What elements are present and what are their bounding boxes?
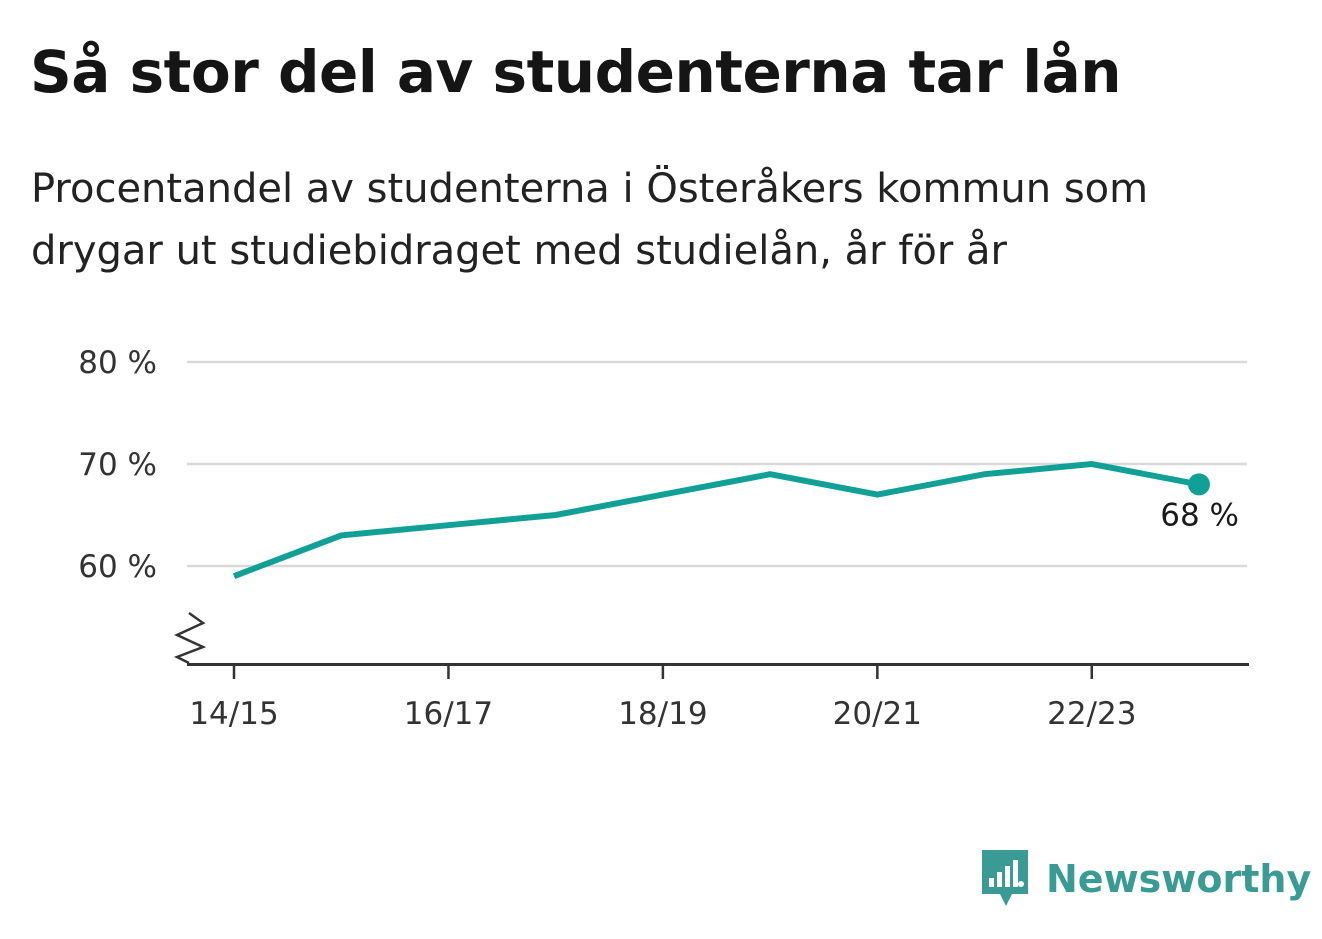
x-axis-ticks (232, 664, 1094, 679)
end-value-label: 68 % (1160, 497, 1239, 533)
brand-name: Newsworthy (1046, 857, 1312, 901)
x-tick-label: 20/21 (833, 696, 922, 732)
newsworthy-brand: Newsworthy (980, 848, 1311, 910)
series-layer (232, 460, 1200, 580)
axis-break-icon (173, 611, 207, 665)
x-tick-label: 16/17 (404, 696, 493, 732)
series-line (232, 460, 1200, 580)
end-point-marker (1188, 473, 1210, 496)
chart-subtitle: Procentandel av studenterna i Österåkers… (31, 166, 1149, 274)
x-tick-label: 18/19 (618, 696, 707, 732)
chart-title: Så stor del av studenterna tar lån (30, 38, 1122, 106)
line-chart: 60 % 70 % 80 % 14/15 16/17 18/19 20/21 22/23 6… (78, 345, 1249, 732)
x-tick-label: 22/23 (1047, 696, 1136, 732)
end-point-layer: 68 % (1160, 473, 1239, 533)
y-tick-label: 70 % (78, 447, 157, 483)
y-tick-label: 60 % (78, 549, 157, 585)
y-axis-labels: 60 % 70 % 80 % (78, 345, 157, 585)
x-axis-labels: 14/15 16/17 18/19 20/21 22/23 (189, 696, 1136, 732)
newsworthy-logo-icon (982, 850, 1028, 906)
y-tick-label: 80 % (78, 345, 157, 381)
x-tick-label: 14/15 (189, 696, 278, 732)
